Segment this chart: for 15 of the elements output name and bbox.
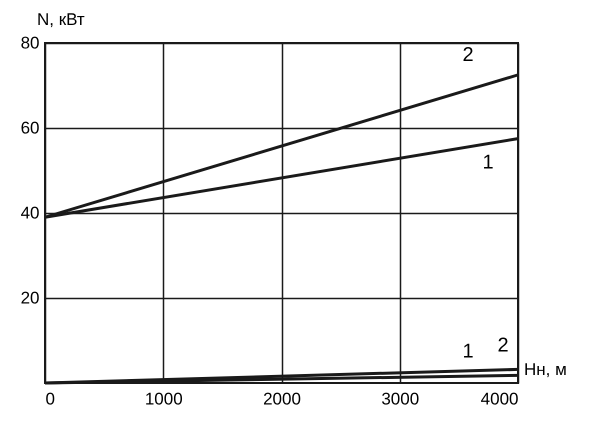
y-tick-label: 40 <box>20 204 40 222</box>
y-tick-label: 80 <box>20 34 40 52</box>
series-label: 2 <box>497 334 509 356</box>
series-label: 2 <box>462 44 474 66</box>
x-tick-label: 4000 <box>480 390 518 408</box>
y-tick-label: 60 <box>20 118 40 138</box>
y-tick-label: 20 <box>20 288 40 308</box>
series-label: 1 <box>462 340 474 362</box>
x-tick-label: 0 <box>46 390 55 408</box>
x-tick-label: 3000 <box>381 390 420 408</box>
x-tick-label: 2000 <box>263 390 301 408</box>
y-axis-title: N, кВт <box>37 10 85 29</box>
series-label: 1 <box>482 152 494 174</box>
x-axis-title: Нн, м <box>524 360 567 379</box>
x-tick-label: 1000 <box>144 390 183 408</box>
